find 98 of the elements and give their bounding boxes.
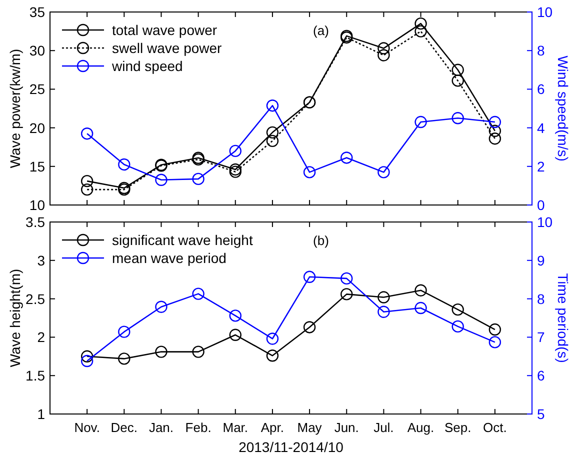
point bbox=[229, 166, 242, 178]
y2-tick-label: 5 bbox=[537, 406, 545, 422]
point bbox=[118, 158, 130, 171]
point bbox=[266, 134, 279, 148]
point bbox=[303, 166, 316, 178]
y2-tick-label: 8 bbox=[537, 290, 545, 307]
y2-tick-label: 10 bbox=[537, 4, 553, 20]
point bbox=[80, 174, 94, 188]
x-axis-title: 2013/11-2014/10 bbox=[238, 439, 344, 455]
legend-label: mean wave period bbox=[112, 250, 226, 266]
y2-tick-label: 4 bbox=[537, 120, 545, 136]
point bbox=[378, 49, 390, 62]
point bbox=[303, 321, 316, 334]
point bbox=[80, 350, 94, 362]
legend-label: wind speed bbox=[111, 58, 183, 74]
point bbox=[155, 300, 168, 313]
x-tick-label: Sep. bbox=[444, 420, 472, 435]
point bbox=[80, 354, 94, 368]
y2-tick-label: 6 bbox=[537, 368, 545, 384]
point bbox=[340, 288, 353, 300]
point bbox=[340, 152, 353, 164]
y-axis-title: Wave height(m) bbox=[7, 268, 23, 368]
annotation: (a) bbox=[313, 23, 329, 38]
point bbox=[155, 346, 168, 358]
point bbox=[378, 42, 390, 54]
y-tick-label: 15 bbox=[29, 158, 46, 174]
y2-tick-label: 2 bbox=[537, 158, 545, 174]
point bbox=[80, 183, 94, 196]
point bbox=[414, 25, 427, 38]
y-tick-label: 10 bbox=[29, 197, 46, 213]
y-tick-label: 2.5 bbox=[26, 290, 46, 307]
y-tick-label: 2 bbox=[37, 329, 46, 346]
point bbox=[378, 306, 390, 318]
x-tick-label: Feb. bbox=[185, 420, 212, 435]
y-tick-label: 35 bbox=[29, 4, 46, 20]
point bbox=[414, 17, 427, 30]
point bbox=[414, 302, 427, 314]
point bbox=[488, 116, 502, 128]
point bbox=[266, 100, 279, 112]
point bbox=[340, 272, 353, 285]
point bbox=[80, 127, 94, 140]
point bbox=[303, 270, 316, 284]
x-tick-label: Jun. bbox=[334, 420, 359, 435]
point bbox=[192, 346, 204, 358]
point bbox=[452, 74, 464, 87]
x-tick-label: Jul. bbox=[374, 420, 394, 435]
legend-label: swell wave power bbox=[112, 40, 222, 56]
point bbox=[229, 163, 242, 176]
point bbox=[414, 116, 427, 128]
point bbox=[118, 326, 130, 338]
x-tick-label: Apr. bbox=[260, 420, 284, 435]
x-tick-label: Nov. bbox=[74, 420, 100, 435]
y2-tick-label: 0 bbox=[537, 197, 545, 213]
point bbox=[452, 64, 464, 76]
y-axis-title: Wave power(kw/m) bbox=[7, 48, 23, 168]
y-tick-label: 3 bbox=[37, 252, 46, 268]
point bbox=[229, 144, 242, 158]
x-tick-label: Dec. bbox=[110, 420, 138, 435]
point bbox=[192, 172, 204, 186]
point bbox=[266, 350, 279, 362]
x-tick-label: Mar. bbox=[222, 420, 248, 435]
y-tick-label: 20 bbox=[29, 120, 46, 136]
y2-tick-label: 10 bbox=[537, 214, 553, 230]
point bbox=[229, 310, 242, 322]
y-tick-label: 3.5 bbox=[26, 214, 46, 230]
point bbox=[414, 284, 427, 296]
point bbox=[118, 352, 130, 365]
x-tick-label: Oct. bbox=[483, 420, 507, 435]
point bbox=[229, 328, 242, 341]
y2-tick-label: 9 bbox=[537, 252, 545, 268]
point bbox=[378, 166, 390, 178]
point bbox=[452, 320, 464, 333]
y2-axis-title: Wind speed(m/s) bbox=[555, 56, 571, 162]
y2-tick-label: 6 bbox=[537, 81, 545, 98]
x-tick-label: Jan. bbox=[148, 420, 174, 435]
x-tick-label: May bbox=[297, 420, 322, 435]
point bbox=[488, 124, 502, 137]
legend-label: significant wave height bbox=[112, 232, 253, 248]
point bbox=[488, 323, 502, 336]
point bbox=[452, 112, 464, 124]
point bbox=[488, 132, 502, 145]
point bbox=[266, 332, 279, 345]
point bbox=[266, 126, 279, 139]
point bbox=[378, 291, 390, 304]
point bbox=[192, 288, 204, 300]
point bbox=[155, 174, 168, 186]
y-tick-label: 25 bbox=[29, 81, 46, 98]
point bbox=[488, 336, 502, 348]
y2-axis-title: Time period(s) bbox=[555, 273, 571, 363]
y-tick-label: 1.5 bbox=[26, 368, 46, 384]
annotation: (b) bbox=[313, 233, 329, 248]
y-tick-label: 30 bbox=[29, 42, 46, 59]
legend-label: total wave power bbox=[112, 22, 218, 38]
y2-tick-label: 7 bbox=[537, 329, 545, 346]
y2-tick-label: 8 bbox=[537, 42, 545, 59]
y-tick-label: 1 bbox=[37, 406, 46, 422]
point bbox=[452, 303, 464, 316]
x-tick-label: Aug. bbox=[407, 420, 434, 435]
